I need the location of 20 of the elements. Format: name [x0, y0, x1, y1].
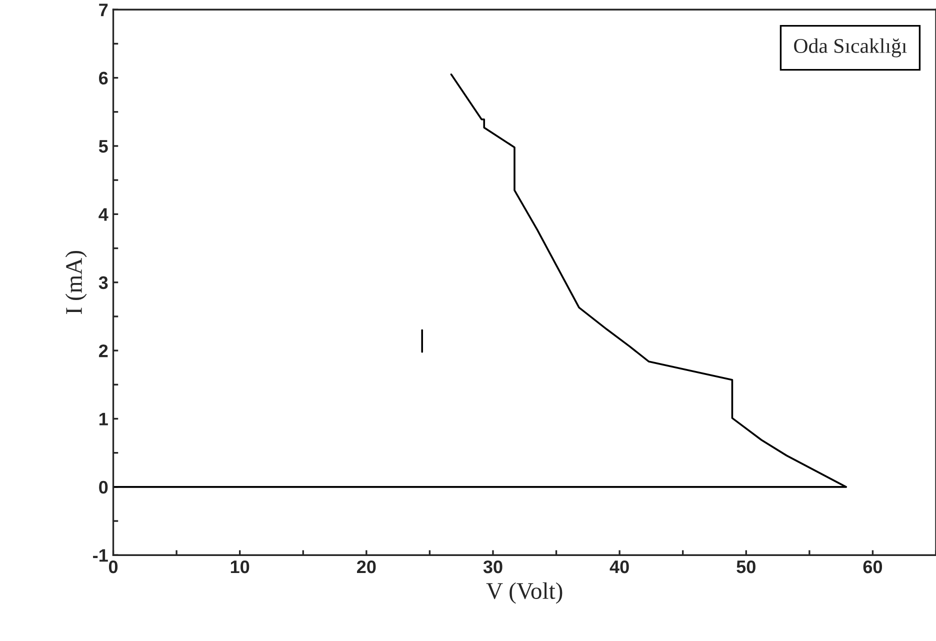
x-tick-label: 30: [483, 560, 502, 574]
x-tick-label: 60: [863, 560, 882, 574]
y-tick-label: 4: [98, 208, 108, 221]
y-axis-title: I (mA): [65, 250, 87, 314]
annotation: Oda Sıcaklığı: [794, 38, 907, 58]
x-tick-label: 40: [610, 560, 629, 574]
x-tick-label: 0: [108, 560, 118, 574]
x-tick-label: 50: [736, 560, 756, 574]
y-tick-label: 5: [98, 140, 108, 153]
x-axis-title: V (Volt): [486, 582, 562, 604]
y-tick-label: 1: [99, 412, 108, 426]
x-tick-label: 10: [230, 560, 250, 574]
y-tick-label: 7: [99, 4, 108, 16]
x-tick-label: 20: [356, 560, 376, 574]
y-tick-label: -1: [93, 549, 108, 562]
y-tick-label: 3: [98, 276, 108, 290]
y-tick-label: 0: [99, 480, 108, 494]
y-tick-label: 6: [99, 72, 108, 85]
line-series: [113, 73, 848, 488]
y-tick-label: 2: [98, 344, 108, 358]
